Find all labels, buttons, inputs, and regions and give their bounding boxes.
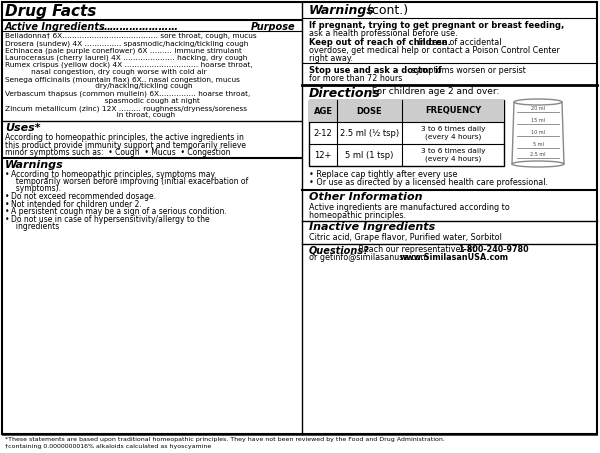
Text: symptoms worsen or persist: symptoms worsen or persist — [409, 66, 526, 75]
Text: 3 to 6 times daily
(every 4 hours): 3 to 6 times daily (every 4 hours) — [421, 126, 485, 140]
Ellipse shape — [514, 99, 562, 105]
Text: 1-800-240-9780: 1-800-240-9780 — [458, 246, 529, 255]
Text: nasal congestion, dry cough worse with cold air: nasal congestion, dry cough worse with c… — [5, 69, 206, 75]
Text: homeopathic principles.: homeopathic principles. — [309, 211, 406, 220]
Text: overdose, get medical help or contact a Poison Control Center: overdose, get medical help or contact a … — [309, 46, 560, 55]
Text: Inactive Ingredients: Inactive Ingredients — [309, 222, 435, 232]
Text: 12+: 12+ — [314, 150, 332, 159]
Text: www.SimilasanUSA.com: www.SimilasanUSA.com — [400, 254, 509, 262]
Text: †containing 0.0000000016% alkaloids calculated as hyoscyamine: †containing 0.0000000016% alkaloids calc… — [5, 444, 211, 449]
Bar — [309, 100, 504, 122]
Text: Drosera (sundew) 4X …………… spasmodic/hacking/tickling cough: Drosera (sundew) 4X …………… spasmodic/hack… — [5, 40, 248, 47]
Text: Citric acid, Grape flavor, Purified water, Sorbitol: Citric acid, Grape flavor, Purified wate… — [309, 233, 502, 242]
Polygon shape — [512, 102, 564, 164]
Text: In case of accidental: In case of accidental — [416, 38, 502, 47]
Text: •: • — [5, 207, 10, 217]
Text: •: • — [5, 215, 10, 224]
Text: • Or use as directed by a licensed health care professional.: • Or use as directed by a licensed healt… — [309, 178, 548, 187]
Text: 15 ml: 15 ml — [531, 118, 545, 123]
Text: •: • — [5, 192, 10, 201]
Text: •: • — [5, 200, 10, 209]
Text: • Replace cap tightly after every use: • Replace cap tightly after every use — [309, 170, 457, 179]
Text: If pregnant, trying to get pregnant or breast feeding,: If pregnant, trying to get pregnant or b… — [309, 21, 564, 30]
Text: Active Ingredients: Active Ingredients — [5, 22, 109, 32]
Text: symptoms).: symptoms). — [11, 184, 61, 193]
Text: *These statements are based upon traditional homeopathic principles. They have n: *These statements are based upon traditi… — [5, 437, 445, 442]
Text: ……………………: …………………… — [101, 22, 179, 32]
Text: 2.5 ml: 2.5 ml — [530, 152, 546, 157]
Text: Directions: Directions — [309, 87, 381, 100]
Text: Echinacea (pale purple coneflower) 6X ……… immune stimulant: Echinacea (pale purple coneflower) 6X ……… — [5, 48, 242, 54]
Text: Do not exceed recommended dosage.: Do not exceed recommended dosage. — [11, 192, 156, 201]
Text: 5 ml: 5 ml — [533, 142, 544, 147]
Text: for more than 72 hours: for more than 72 hours — [309, 74, 403, 83]
Text: Verbascum thapsus (common mullein) 6X…………… hoarse throat,: Verbascum thapsus (common mullein) 6X………… — [5, 91, 250, 97]
Text: 20 ml: 20 ml — [531, 106, 545, 111]
Text: spasmodic cough at night: spasmodic cough at night — [5, 98, 200, 104]
Text: Other Information: Other Information — [309, 192, 422, 202]
Text: Zincum metallicum (zinc) 12X ……… roughness/dryness/soreness: Zincum metallicum (zinc) 12X ……… roughne… — [5, 105, 247, 111]
Text: temporarily worsen before improving (initial exacerbation of: temporarily worsen before improving (ini… — [11, 177, 248, 186]
Text: 10 ml: 10 ml — [531, 130, 545, 135]
Text: Uses*: Uses* — [5, 123, 41, 133]
Text: For children age 2 and over:: For children age 2 and over: — [369, 87, 499, 96]
Text: right away.: right away. — [309, 54, 353, 63]
Text: 3 to 6 times daily
(every 4 hours): 3 to 6 times daily (every 4 hours) — [421, 148, 485, 162]
Text: •: • — [5, 170, 10, 179]
Text: Questions?: Questions? — [309, 246, 370, 255]
Text: Active ingredients are manufactured according to: Active ingredients are manufactured acco… — [309, 203, 510, 212]
Text: FREQUENCY: FREQUENCY — [425, 106, 481, 116]
Text: Rumex crispus (yellow dock) 4X ………………………… hoarse throat,: Rumex crispus (yellow dock) 4X ………………………… — [5, 62, 253, 68]
Text: Purpose: Purpose — [250, 22, 295, 32]
Text: According to homeopathic principles, the active ingredients in: According to homeopathic principles, the… — [5, 133, 244, 142]
Text: 2.5 ml (½ tsp): 2.5 ml (½ tsp) — [340, 129, 399, 138]
Text: Warnings: Warnings — [5, 160, 64, 170]
Text: Senega officinalis (mountain flax) 6X.. nasal congestion, mucus: Senega officinalis (mountain flax) 6X.. … — [5, 76, 240, 83]
Text: this product provide immunity support and temporarily relieve: this product provide immunity support an… — [5, 141, 246, 150]
Text: ask a health professional before use.: ask a health professional before use. — [309, 29, 458, 38]
Text: Drug Facts: Drug Facts — [5, 4, 97, 19]
Text: According to homeopathic principles, symptoms may: According to homeopathic principles, sym… — [11, 170, 215, 179]
Bar — [309, 100, 504, 166]
Text: Belladonna† 6X………………………………… sore throat, cough, mucus: Belladonna† 6X………………………………… sore throat,… — [5, 33, 257, 39]
Text: 2-12: 2-12 — [314, 129, 332, 138]
Text: Warnings: Warnings — [309, 4, 375, 17]
Text: 5 ml (1 tsp): 5 ml (1 tsp) — [346, 150, 394, 159]
Text: minor symptoms such as:  • Cough  • Mucus  • Congestion: minor symptoms such as: • Cough • Mucus … — [5, 149, 230, 157]
Text: AGE: AGE — [314, 106, 332, 116]
Text: (cont.): (cont.) — [363, 4, 408, 17]
Ellipse shape — [512, 161, 564, 167]
Text: or getinfo@similasanusa.com: or getinfo@similasanusa.com — [309, 254, 433, 262]
Text: DOSE: DOSE — [356, 106, 382, 116]
Text: dry/hacking/tickling cough: dry/hacking/tickling cough — [5, 83, 193, 89]
Text: Stop use and ask a doctor if: Stop use and ask a doctor if — [309, 66, 442, 75]
Text: Not intended for children under 2.: Not intended for children under 2. — [11, 200, 142, 209]
Text: Do not use in case of hypersensitivity/allergy to the: Do not use in case of hypersensitivity/a… — [11, 215, 209, 224]
Text: Keep out of reach of children.: Keep out of reach of children. — [309, 38, 451, 47]
Text: in throat, cough: in throat, cough — [5, 112, 175, 118]
Text: Reach our representatives at: Reach our representatives at — [356, 246, 478, 255]
Text: ingredients: ingredients — [11, 222, 59, 231]
Text: A persistent cough may be a sign of a serious condition.: A persistent cough may be a sign of a se… — [11, 207, 227, 217]
Text: Laurocerasus (cherry laurel) 4X ………………… hacking, dry cough: Laurocerasus (cherry laurel) 4X ………………… … — [5, 55, 247, 61]
